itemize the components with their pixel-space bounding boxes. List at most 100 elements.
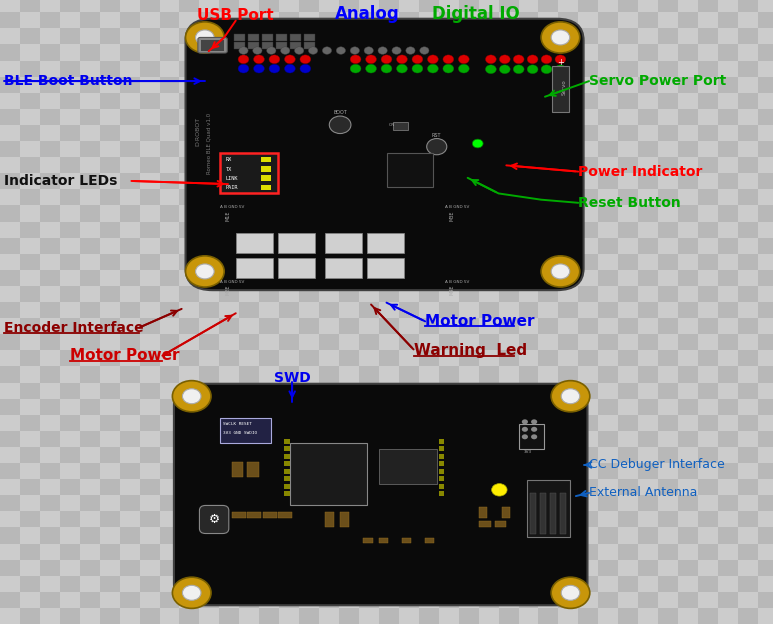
- Bar: [539, 93, 558, 109]
- Bar: [140, 238, 159, 254]
- Bar: [199, 511, 220, 527]
- Bar: [558, 222, 578, 238]
- Bar: [20, 318, 40, 334]
- Bar: [578, 318, 598, 334]
- Bar: [478, 109, 499, 125]
- Bar: [698, 527, 718, 544]
- Bar: [499, 415, 519, 431]
- Bar: [478, 576, 499, 592]
- Bar: [40, 205, 60, 222]
- Bar: [20, 544, 40, 560]
- Bar: [319, 173, 339, 189]
- Bar: [718, 415, 738, 431]
- Circle shape: [527, 65, 538, 74]
- Bar: [540, 493, 546, 534]
- Bar: [758, 286, 773, 302]
- Bar: [100, 173, 120, 189]
- Bar: [20, 495, 40, 511]
- Bar: [247, 462, 259, 477]
- Bar: [179, 254, 199, 270]
- Bar: [678, 334, 698, 350]
- Bar: [259, 93, 279, 109]
- Bar: [718, 222, 738, 238]
- Bar: [278, 512, 292, 518]
- Bar: [678, 238, 698, 254]
- Bar: [478, 173, 499, 189]
- Bar: [698, 28, 718, 44]
- Bar: [578, 44, 598, 61]
- Bar: [678, 12, 698, 28]
- Bar: [658, 399, 678, 415]
- Bar: [339, 12, 359, 28]
- Bar: [279, 415, 299, 431]
- Circle shape: [284, 64, 295, 73]
- Bar: [499, 205, 519, 222]
- Bar: [299, 318, 319, 334]
- Bar: [259, 286, 279, 302]
- Bar: [159, 366, 179, 383]
- Bar: [379, 270, 399, 286]
- Bar: [40, 318, 60, 334]
- Bar: [539, 125, 558, 141]
- Bar: [80, 415, 100, 431]
- Circle shape: [366, 64, 376, 73]
- Bar: [199, 334, 220, 350]
- Bar: [279, 77, 299, 93]
- Bar: [658, 592, 678, 608]
- Bar: [738, 141, 758, 157]
- Bar: [399, 511, 419, 527]
- Text: M1E: M1E: [226, 210, 230, 220]
- Bar: [179, 109, 199, 125]
- Bar: [120, 576, 140, 592]
- Bar: [439, 77, 458, 93]
- Bar: [220, 270, 240, 286]
- Bar: [299, 93, 319, 109]
- Bar: [60, 511, 80, 527]
- Bar: [519, 560, 539, 576]
- Bar: [519, 431, 539, 447]
- Bar: [458, 479, 478, 495]
- Bar: [100, 44, 120, 61]
- Bar: [519, 270, 539, 286]
- Bar: [100, 0, 120, 12]
- Bar: [419, 479, 439, 495]
- Bar: [80, 189, 100, 205]
- Bar: [261, 185, 271, 190]
- Bar: [478, 12, 499, 28]
- Bar: [60, 93, 80, 109]
- Bar: [478, 302, 499, 318]
- Bar: [140, 495, 159, 511]
- Bar: [60, 463, 80, 479]
- Bar: [240, 141, 259, 157]
- Bar: [519, 302, 539, 318]
- Bar: [738, 383, 758, 399]
- Bar: [718, 125, 738, 141]
- Bar: [240, 447, 259, 463]
- Bar: [539, 157, 558, 173]
- Bar: [439, 461, 444, 466]
- Bar: [240, 334, 259, 350]
- Bar: [558, 12, 578, 28]
- Bar: [379, 383, 399, 399]
- Bar: [458, 527, 478, 544]
- Bar: [159, 125, 179, 141]
- Bar: [80, 576, 100, 592]
- Bar: [638, 495, 658, 511]
- Bar: [419, 447, 439, 463]
- Bar: [458, 157, 478, 173]
- Bar: [678, 189, 698, 205]
- Bar: [478, 157, 499, 173]
- Bar: [140, 205, 159, 222]
- Bar: [718, 173, 738, 189]
- Bar: [478, 544, 499, 560]
- Bar: [718, 560, 738, 576]
- Bar: [60, 157, 80, 173]
- Bar: [658, 415, 678, 431]
- Bar: [359, 77, 379, 93]
- Bar: [80, 527, 100, 544]
- Bar: [738, 0, 758, 12]
- Bar: [718, 366, 738, 383]
- Bar: [60, 286, 80, 302]
- Bar: [658, 109, 678, 125]
- Bar: [758, 383, 773, 399]
